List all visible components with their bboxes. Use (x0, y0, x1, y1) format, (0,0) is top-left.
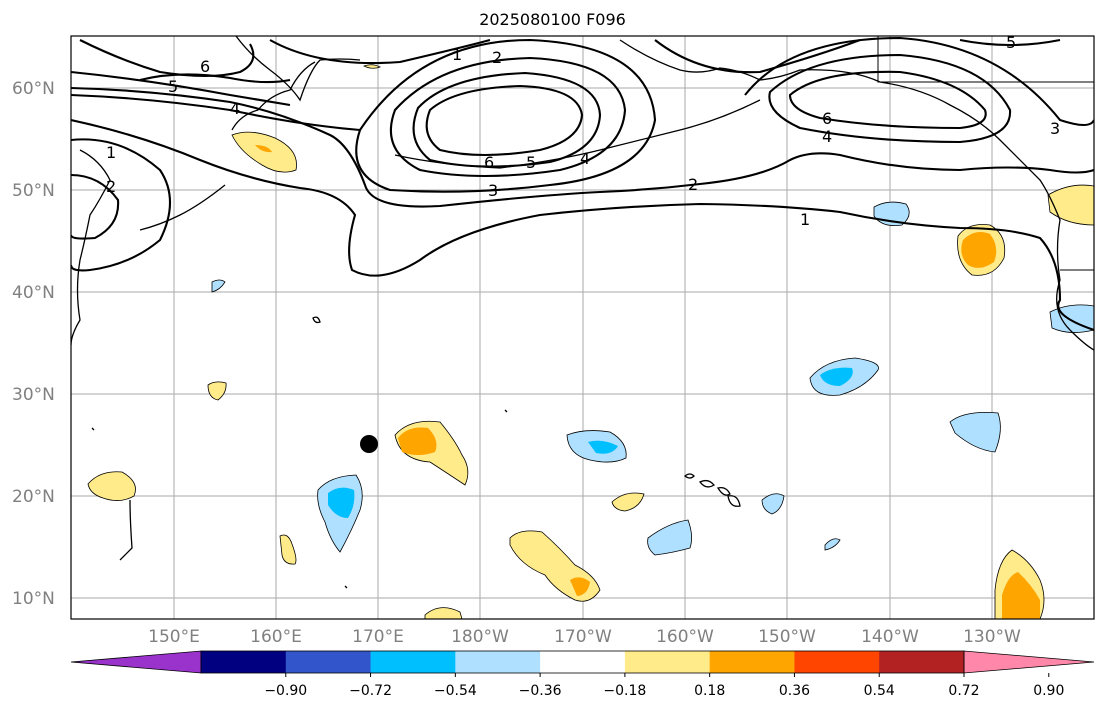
lon-label: 150°W (758, 627, 816, 647)
colorbar-label: −0.18 (603, 683, 646, 699)
contour-east-4 (768, 53, 1012, 144)
contour-label: 5 (168, 77, 178, 96)
lat-label: 20°N (12, 487, 55, 507)
latitude-labels: 60°N 50°N 40°N 30°N 20°N 10°N (12, 79, 55, 609)
contour-upper-5 (139, 73, 291, 84)
colorbar-labels: −0.90 −0.72 −0.54 −0.36 −0.18 0.18 0.36 0.54 0.7… (264, 673, 1064, 699)
lat-label: 40°N (12, 283, 55, 303)
contour-closed-4 (389, 56, 627, 178)
contour-closed-6 (425, 84, 584, 157)
colorbar-segment (540, 651, 626, 673)
contour-label: 2 (492, 48, 502, 67)
colorbar-label: 0.54 (864, 683, 895, 699)
lon-label: 130°W (963, 627, 1021, 647)
contour-label: 4 (822, 127, 832, 146)
colorbar-label: 0.18 (694, 683, 725, 699)
contour-label-group: 6 5 4 1 2 1 2 2 6 5 4 3 1 6 4 3 5 (106, 33, 1060, 229)
lon-label: 170°E (352, 627, 404, 647)
contour-label: 3 (1050, 119, 1060, 138)
contour-label: 1 (106, 143, 116, 162)
lon-label: 140°W (861, 627, 919, 647)
contour-label: 4 (580, 149, 590, 168)
colorbar-label: 0.72 (948, 683, 979, 699)
lon-label: 180°W (451, 627, 509, 647)
lon-label: 160°E (250, 627, 302, 647)
anomaly-blue-28n (949, 412, 1001, 453)
colorbar-frame (200, 650, 965, 674)
colorbar-label: −0.36 (519, 683, 562, 699)
colorbar-label: −0.90 (264, 683, 307, 699)
contour-lines (71, 36, 1094, 331)
lon-label: 170°W (554, 627, 612, 647)
contour-label: 1 (800, 210, 810, 229)
colorbar (70, 650, 1095, 674)
coastlines (71, 36, 1094, 589)
colorbar-segment (879, 651, 965, 673)
colorbar-segment (201, 651, 287, 673)
anomaly-blue-15n (647, 519, 692, 556)
colorbar-segment (455, 651, 541, 673)
lon-label: 150°E (148, 627, 200, 647)
contour-closed-5 (412, 71, 602, 168)
colorbar-label: −0.54 (434, 683, 477, 699)
map-title: 2025080100 F096 (479, 10, 626, 29)
storm-position-dot (360, 435, 378, 453)
gridlines (71, 36, 1094, 619)
colorbar-label: 0.36 (779, 683, 810, 699)
colorbar-extend-high (963, 650, 1095, 674)
lat-label: 30°N (12, 385, 55, 405)
colorbar-extend-low (70, 650, 202, 674)
contour-label: 5 (1006, 33, 1016, 52)
longitude-labels: 150°E 160°E 170°E 180°W 170°W 160°W 150°… (148, 627, 1021, 647)
contour-east-6 (788, 70, 987, 130)
contour-label: 6 (200, 57, 210, 76)
contour-label: 2 (688, 175, 698, 194)
contour-2 (71, 86, 1094, 208)
map-border (70, 35, 1095, 620)
colorbar-label: −0.72 (349, 683, 392, 699)
contour-label: 2 (106, 177, 116, 196)
lat-label: 50°N (12, 181, 55, 201)
contour-closed-3 (355, 38, 657, 193)
contour-label: 6 (484, 153, 494, 172)
lon-label: 160°W (656, 627, 714, 647)
contour-upper-6 (79, 39, 255, 78)
contour-west-low (71, 138, 171, 272)
anomaly-kamchatka (231, 131, 297, 173)
lat-label: 60°N (12, 79, 55, 99)
colorbar-label: 0.90 (1033, 683, 1064, 699)
colorbar-segment (370, 651, 456, 673)
lat-label: 10°N (12, 589, 55, 609)
contour-upper-3 (71, 93, 361, 132)
colorbar-segment (794, 651, 880, 673)
contour-label: 1 (452, 45, 462, 64)
colorbar-segment (709, 651, 795, 673)
colorbar-segment (285, 651, 372, 673)
contour-east-3 (744, 36, 1094, 127)
colorbar-segment (624, 651, 711, 673)
contour-label: 6 (822, 109, 832, 128)
contour-label: 3 (488, 181, 498, 200)
anomaly-yellow-coast (1047, 184, 1094, 226)
anomaly-yellow-21n (87, 471, 136, 501)
shaded-anomalies (87, 64, 1094, 619)
contour-upper-2 (269, 38, 491, 65)
contour-label: 5 (526, 153, 536, 172)
contour-label: 4 (230, 99, 240, 118)
contour-1 (71, 118, 1094, 331)
